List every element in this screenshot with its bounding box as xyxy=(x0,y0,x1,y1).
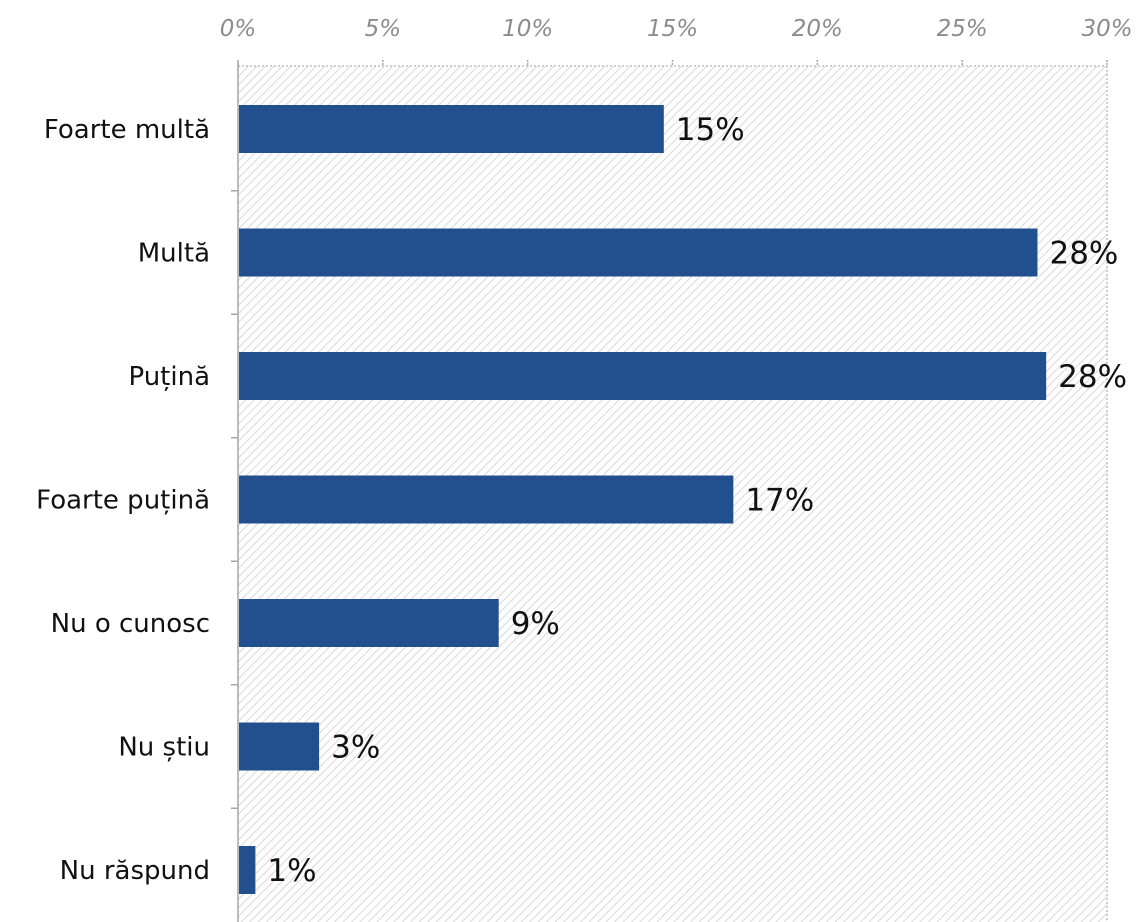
bar xyxy=(239,352,1047,400)
axes xyxy=(231,60,1108,922)
data-label: 15% xyxy=(676,112,745,148)
gridlines xyxy=(238,65,1108,922)
bars xyxy=(239,105,1047,894)
x-tick-label: 20% xyxy=(792,16,843,42)
category-label: Multă xyxy=(138,239,210,269)
x-tick-label: 30% xyxy=(1081,16,1132,42)
bar xyxy=(239,599,499,647)
data-label: 3% xyxy=(331,730,380,766)
data-label: 28% xyxy=(1049,236,1118,272)
bar xyxy=(239,105,664,153)
category-label: Nu o cunosc xyxy=(51,609,210,639)
bar xyxy=(239,722,320,771)
bar xyxy=(239,475,734,524)
x-tick-label: 10% xyxy=(502,16,553,42)
x-tick-label: 25% xyxy=(937,16,988,42)
labels: 0% 5% 10% 15% 20% 25% 30% Foarte multă 15% Multă 2… xyxy=(36,16,1132,889)
category-label: Nu răspund xyxy=(60,856,210,886)
data-label: 1% xyxy=(267,853,316,889)
category-label: Nu știu xyxy=(118,733,210,763)
data-label: 17% xyxy=(745,483,814,519)
bar xyxy=(239,228,1038,277)
category-label: Puțină xyxy=(128,362,210,392)
x-tick-label: 15% xyxy=(647,16,698,42)
data-label: 9% xyxy=(511,606,560,642)
category-label: Foarte multă xyxy=(44,115,210,145)
data-label: 28% xyxy=(1058,359,1127,395)
bar xyxy=(239,846,256,894)
x-tick-label: 0% xyxy=(220,16,257,42)
x-tick-label: 5% xyxy=(365,16,402,42)
category-label: Foarte puțină xyxy=(36,486,210,516)
